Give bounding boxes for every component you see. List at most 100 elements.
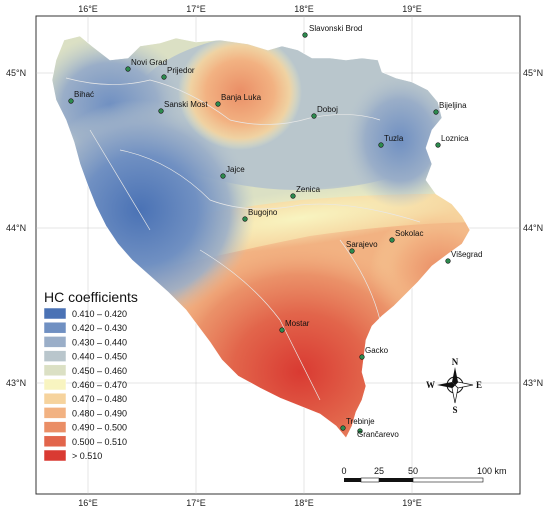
city-dot [359,354,365,360]
country-outline [51,35,471,439]
right-lat-label: 43°N [523,378,543,388]
left-lat-label: 44°N [6,223,26,233]
city-dot [378,142,384,148]
legend-label: 0.480 – 0.490 [72,408,127,418]
city-label: Loznica [441,134,469,143]
city-dot [302,32,308,38]
city-dot [158,108,164,114]
city-label: Mostar [285,319,310,328]
bottom-lon-label: 19°E [402,498,422,508]
scale-segment [379,478,413,482]
left-lat-label: 45°N [6,68,26,78]
scale-bar: 0 25 50 100 km [341,466,507,483]
legend-label: 0.410 – 0.420 [72,309,127,319]
compass-w: W [426,380,435,390]
city-dot [242,216,248,222]
city-dot [357,428,363,434]
scale-tick-label: 100 km [477,466,507,476]
legend-swatch [43,435,67,448]
compass-n: N [452,357,459,367]
city-label: Banja Luka [221,93,262,102]
city-label: Sanski Most [164,100,208,109]
compass-e: E [476,380,482,390]
city-dot [279,327,285,333]
city-label: Gacko [365,346,389,355]
legend-items: 0.410 – 0.420 0.420 – 0.430 0.430 – 0.440 0… [43,307,127,462]
city-dot [125,66,131,72]
city-dot [435,142,441,148]
right-lat-label: 44°N [523,223,543,233]
legend-label: 0.470 – 0.480 [72,394,127,404]
compass-needle-n [452,367,458,385]
right-lat-label: 45°N [523,68,543,78]
city-dot [290,193,296,199]
compass-needle-w [437,382,455,388]
city-label: Grančarevo [357,430,399,439]
city-dot [311,113,317,119]
top-lon-label: 16°E [78,4,98,14]
scale-tick-label: 25 [374,466,384,476]
legend-swatch [43,336,67,348]
bottom-lon-label: 17°E [186,498,206,508]
city-label: Sarajevo [346,240,378,249]
legend-swatch [43,350,67,362]
city-label: Prijedor [167,66,195,75]
scale-tick-label: 0 [341,466,346,476]
city-label: Slavonski Brod [309,24,362,33]
legend-swatch [43,449,67,462]
city-dot [161,74,167,80]
legend-label: 0.450 – 0.460 [72,366,127,376]
city-label: Doboj [317,105,338,114]
legend-swatch [43,321,67,334]
legend: HC coefficients 0.410 – 0.420 0.420 – 0.4… [43,289,138,462]
city-dot [220,173,226,179]
top-lon-label: 17°E [186,4,206,14]
scale-segment [344,478,361,482]
city-dot [389,237,395,243]
city-dot [340,425,346,431]
legend-swatch [43,392,67,405]
legend-swatch [43,407,67,419]
legend-label: 0.460 – 0.470 [72,380,127,390]
north-arrow: N S E W [426,357,482,415]
internal-boundaries [65,77,421,401]
city-dot [68,98,74,104]
city-dot [445,258,451,264]
city-label: Trebinje [346,417,375,426]
city-label: Tuzla [384,134,404,143]
scale-tick-label: 50 [408,466,418,476]
city-label: Bugojno [248,208,278,217]
city-label: Jajce [226,165,245,174]
city-label: Višegrad [451,250,482,259]
legend-label: 0.420 – 0.430 [72,323,127,333]
legend-swatch [43,378,67,391]
legend-label: 0.440 – 0.450 [72,352,127,362]
city-label: Novi Grad [131,58,167,67]
bottom-lon-label: 18°E [294,498,314,508]
legend-swatch [43,421,67,433]
scale-segment [412,477,484,483]
legend-swatch [43,307,67,320]
scale-segment [360,477,380,483]
city-markers: Slavonski Brod Novi Grad Prijedor Bihać … [68,24,482,439]
city-label: Bijeljina [439,101,467,110]
legend-label: 0.500 – 0.510 [72,437,127,447]
city-label: Bihać [74,90,94,99]
city-dot [215,101,221,107]
axis-labels: 16°E 17°E 18°E 19°E 16°E 17°E 18°E 19°E … [6,4,543,508]
legend-label: 0.430 – 0.440 [72,337,127,347]
left-lat-label: 43°N [6,378,26,388]
legend-label: 0.490 – 0.500 [72,423,127,433]
city-label: Zenica [296,185,321,194]
legend-label: > 0.510 [72,451,102,461]
legend-title: HC coefficients [44,289,138,305]
city-label: Sokolac [395,229,423,238]
city-dot [349,248,355,254]
bottom-lon-label: 16°E [78,498,98,508]
legend-swatch [43,364,67,377]
compass-s: S [452,405,457,415]
top-lon-label: 18°E [294,4,314,14]
city-dot [433,109,439,115]
top-lon-label: 19°E [402,4,422,14]
